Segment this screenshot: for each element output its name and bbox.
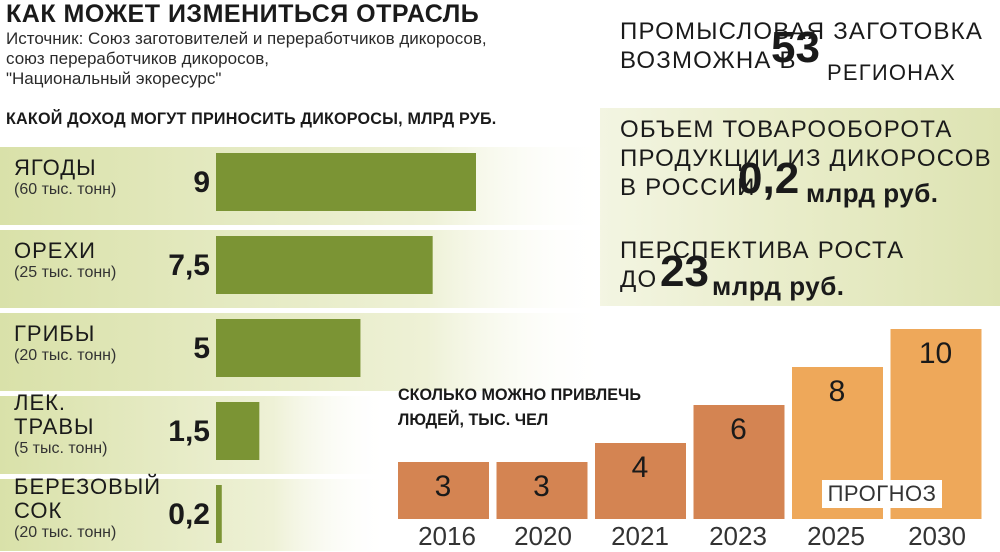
- regions-prefix: ВОЗМОЖНА В: [620, 47, 797, 74]
- income-chart-title: КАКОЙ ДОХОД МОГУТ ПРИНОСИТЬ ДИКОРОСЫ, МЛ…: [6, 109, 497, 128]
- category-name: БЕРЕЗОВЫЙ: [14, 474, 162, 499]
- income-bar: [216, 319, 361, 377]
- income-bar: [216, 485, 222, 543]
- category-name: ГРИБЫ: [14, 321, 96, 346]
- category-name-line-2: СОК: [14, 498, 63, 523]
- people-value-label: 3: [533, 470, 550, 503]
- growth-unit: млрд руб.: [712, 271, 845, 301]
- turnover-number: 0,2: [738, 154, 800, 203]
- income-value-label: 5: [193, 332, 210, 365]
- year-tick-label: 2023: [709, 521, 767, 551]
- source-note: Источник: Союз заготовителей и переработ…: [6, 29, 487, 89]
- growth-prefix: ДО: [620, 266, 658, 293]
- page-title: КАК МОЖЕТ ИЗМЕНИТЬСЯ ОТРАСЛЬ: [6, 0, 480, 28]
- year-tick-label: 2021: [611, 521, 669, 551]
- year-tick-label: 2025: [807, 521, 865, 551]
- category-tonnage: (25 тыс. тонн): [14, 264, 117, 281]
- people-bar: [693, 405, 785, 519]
- people-value-label: 3: [434, 470, 452, 503]
- income-bar: [216, 236, 433, 294]
- source-line-1: Источник: Союз заготовителей и переработ…: [6, 29, 487, 48]
- turnover-prefix: В РОССИИ: [620, 174, 756, 201]
- income-value-label: 0,2: [168, 498, 210, 531]
- people-bar: [398, 462, 489, 519]
- income-row-label: ГРИБЫ (20 тыс. тонн): [14, 322, 116, 366]
- people-bar: [496, 462, 588, 519]
- year-tick-label: 2016: [418, 521, 476, 551]
- right-panel-band: [600, 108, 1000, 306]
- category-name: ЛЕК.: [14, 390, 67, 415]
- income-chart-heading: КАКОЙ ДОХОД МОГУТ ПРИНОСИТЬ ДИКОРОСЫ, МЛ…: [0, 103, 600, 133]
- people-title-line-1: СКОЛЬКО МОЖНО ПРИВЛЕЧЬ: [398, 385, 641, 404]
- regions-number: 53: [771, 23, 820, 72]
- row-band-5: [0, 479, 390, 551]
- category-tonnage: (20 тыс. тонн): [14, 347, 117, 364]
- people-value-label: 8: [828, 375, 846, 408]
- income-value-label: 9: [193, 166, 210, 199]
- year-tick-label: 2020: [514, 521, 572, 551]
- regions-fact: ПРОМЫСЛОВАЯ ЗАГОТОВКА ВОЗМОЖНА В 53 РЕГИ…: [620, 17, 983, 86]
- category-tonnage: (5 тыс. тонн): [14, 440, 108, 457]
- income-bar: [216, 402, 260, 460]
- row-band-4: [0, 396, 390, 474]
- income-row-label: ЛЕК. ТРАВЫ (5 тыс. тонн): [14, 391, 107, 459]
- income-row-label: ЯГОДЫ (60 тыс. тонн): [14, 156, 116, 200]
- category-name-line-2: ТРАВЫ: [14, 414, 95, 439]
- growth-number: 23: [660, 247, 709, 296]
- income-bar: [216, 153, 476, 211]
- growth-fact: ПЕРСПЕКТИВА РОСТА ДО 23 млрд руб.: [620, 236, 904, 305]
- category-name: ЯГОДЫ: [14, 155, 97, 180]
- people-value-label: 6: [730, 413, 747, 446]
- category-tonnage: (20 тыс. тонн): [14, 524, 117, 541]
- income-row-label: ОРЕХИ (25 тыс. тонн): [14, 239, 116, 283]
- turnover-fact: ОБЪЕМ ТОВАРООБОРОТА ПРОДУКЦИИ ИЗ ДИКОРОС…: [620, 115, 992, 213]
- turnover-line-1: ОБЪЕМ ТОВАРООБОРОТА: [620, 116, 953, 143]
- regions-line-1: ПРОМЫСЛОВАЯ ЗАГОТОВКА: [620, 18, 984, 45]
- income-row-label: БЕРЕЗОВЫЙ СОК (20 тыс. тонн): [14, 475, 161, 543]
- income-value-label: 1,5: [168, 415, 210, 448]
- year-tick-label: 2030: [908, 521, 966, 551]
- people-title-line-2: ЛЮДЕЙ, ТЫС. ЧЕЛ: [398, 410, 549, 429]
- people-bar: [595, 443, 686, 519]
- category-tonnage: (60 тыс. тонн): [14, 181, 117, 198]
- category-name: ОРЕХИ: [14, 238, 96, 263]
- people-chart-title: СКОЛЬКО МОЖНО ПРИВЛЕЧЬ ЛЮДЕЙ, ТЫС. ЧЕЛ: [398, 382, 641, 432]
- source-line-2: союз переработчиков дикоросов,: [6, 49, 269, 68]
- people-value-label: 4: [631, 451, 649, 484]
- growth-line-1: ПЕРСПЕКТИВА РОСТА: [620, 237, 905, 264]
- source-line-3: "Национальный экоресурс": [6, 69, 222, 88]
- turnover-line-2: ПРОДУКЦИИ ИЗ ДИКОРОСОВ: [620, 145, 992, 172]
- people-value-label: 10: [918, 337, 953, 370]
- regions-suffix: РЕГИОНАХ: [827, 60, 957, 85]
- forecast-label: ПРОГНОЗ: [822, 480, 942, 508]
- income-value-label: 7,5: [168, 249, 210, 282]
- turnover-unit: млрд руб.: [806, 178, 939, 208]
